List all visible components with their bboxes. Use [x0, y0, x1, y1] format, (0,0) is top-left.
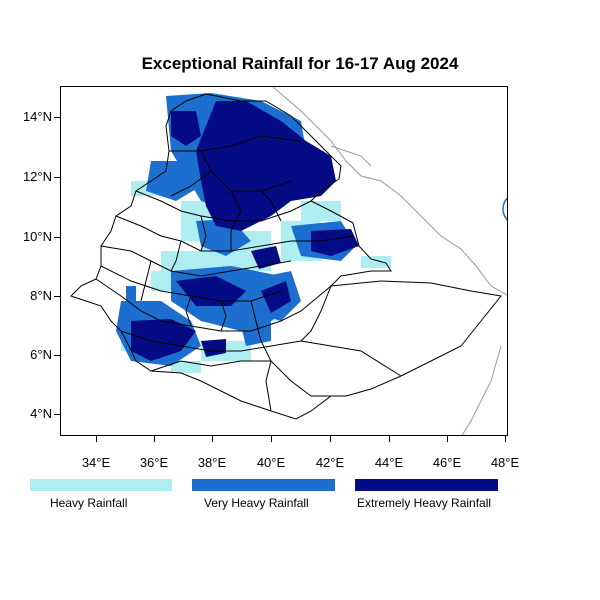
lat-tick-label: 8°N [30, 288, 52, 303]
lat-tick-mark [54, 296, 60, 297]
lon-tick-label: 34°E [81, 455, 111, 470]
lat-tick-mark [54, 117, 60, 118]
lat-tick-label: 10°N [22, 229, 52, 244]
lat-tick-mark [54, 237, 60, 238]
lat-tick-mark [54, 177, 60, 178]
lon-tick-label: 40°E [256, 455, 286, 470]
legend-swatch-extremely-heavy [355, 479, 498, 491]
lat-tick-label: 12°N [22, 169, 52, 184]
lat-tick-label: 6°N [30, 347, 52, 362]
neighbor-borders [272, 87, 507, 435]
lat-tick-mark [54, 355, 60, 356]
lon-tick-mark [96, 436, 97, 442]
lon-tick-label: 44°E [374, 455, 404, 470]
extremely-heavy-rainfall-layer [131, 101, 359, 361]
lon-tick-label: 48°E [490, 455, 520, 470]
lon-tick-label: 46°E [432, 455, 462, 470]
legend-swatch-heavy [30, 479, 172, 491]
map-panel [60, 86, 508, 436]
lat-tick-label: 4°N [30, 406, 52, 421]
legend-label-extremely-heavy: Extremely Heavy Rainfall [357, 496, 492, 510]
lon-tick-mark [447, 436, 448, 442]
lat-tick-mark [54, 414, 60, 415]
lon-tick-mark [212, 436, 213, 442]
region-borders [70, 93, 502, 420]
ethiopian-meteorology-institute-logo [501, 187, 507, 231]
lon-tick-mark [154, 436, 155, 442]
lon-tick-mark [505, 436, 506, 442]
lon-tick-label: 36°E [139, 455, 169, 470]
lon-tick-label: 42°E [315, 455, 345, 470]
legend-label-heavy: Heavy Rainfall [50, 496, 128, 510]
lon-tick-mark [330, 436, 331, 442]
legend-label-very-heavy: Very Heavy Rainfall [204, 496, 309, 510]
legend-swatch-very-heavy [192, 479, 335, 491]
lon-tick-label: 38°E [197, 455, 227, 470]
map-title: Exceptional Rainfall for 16-17 Aug 2024 [141, 54, 459, 73]
rainfall-map [70, 87, 507, 435]
lon-tick-mark [271, 436, 272, 442]
lat-tick-label: 14°N [22, 109, 52, 124]
lon-tick-mark [389, 436, 390, 442]
